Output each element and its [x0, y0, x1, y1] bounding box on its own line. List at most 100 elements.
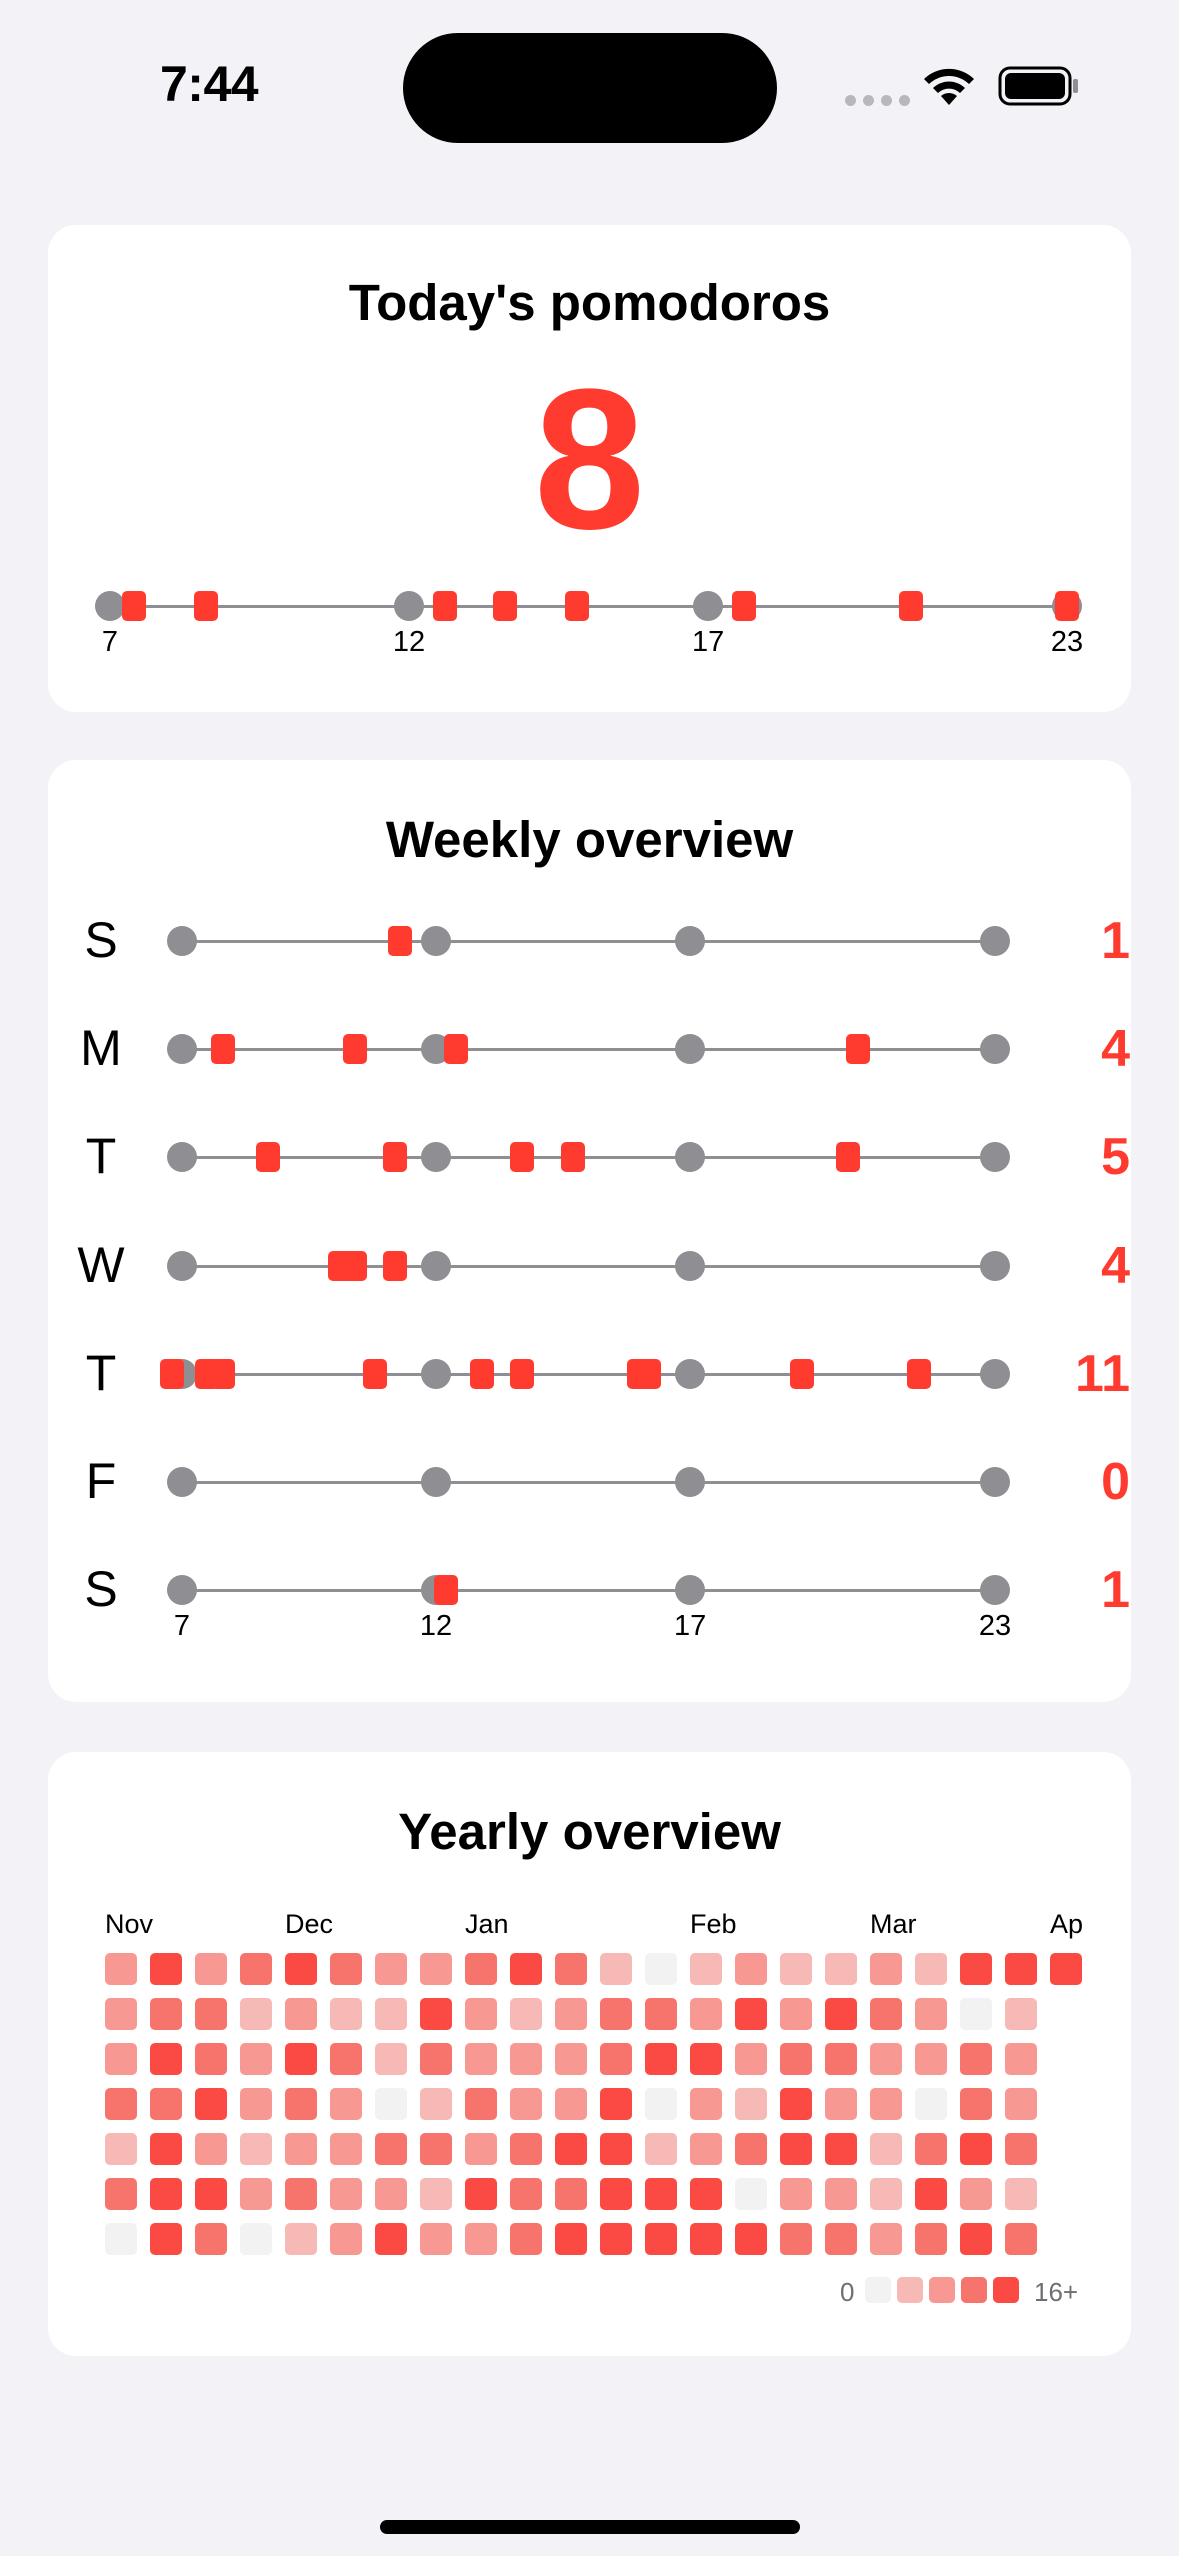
heatmap-cell	[420, 1998, 452, 2030]
yearly-card: Yearly overview Nov Dec Jan Feb Mar Ap 0 16+	[48, 1752, 1131, 2356]
heatmap-cell	[555, 2133, 587, 2165]
tick-label: 17	[673, 1610, 707, 1643]
heatmap-cell	[150, 1953, 182, 1985]
heatmap-cell	[375, 1998, 407, 2030]
heatmap-cell	[780, 1998, 812, 2030]
heatmap-cell	[510, 2178, 542, 2210]
heatmap-cell	[645, 1998, 677, 2030]
day-count: 1	[1101, 1561, 1130, 1620]
heatmap-cell	[600, 1998, 632, 2030]
today-timeline: 7 12 17 23	[48, 225, 1131, 712]
heatmap-cell	[330, 1998, 362, 2030]
heatmap-cell	[105, 2223, 137, 2255]
heatmap-cell	[870, 1998, 902, 2030]
heatmap-cell	[1005, 2223, 1037, 2255]
heatmap-cell	[960, 2088, 992, 2120]
yearly-heatmap: Nov Dec Jan Feb Mar Ap	[48, 1752, 1131, 2356]
heatmap-cell	[1005, 2088, 1037, 2120]
heatmap-cell	[285, 1998, 317, 2030]
heatmap-cell	[510, 2043, 542, 2075]
heatmap-cell	[420, 2043, 452, 2075]
heatmap-cell	[600, 2043, 632, 2075]
heatmap-cell	[645, 2178, 677, 2210]
heatmap-cell	[735, 2043, 767, 2075]
heatmap-cell	[600, 1953, 632, 1985]
heatmap-cell	[105, 2043, 137, 2075]
tick-label: 23	[978, 1610, 1012, 1643]
hour-marker	[980, 1034, 1010, 1065]
pomodoro-marker	[210, 1358, 235, 1389]
hour-marker	[167, 1250, 197, 1281]
heatmap-cell	[375, 2043, 407, 2075]
hour-marker	[980, 926, 1010, 956]
heatmap-cell	[915, 2223, 947, 2255]
day-timeline-line	[182, 940, 995, 943]
heatmap-cell	[195, 2133, 227, 2165]
hour-marker	[980, 1467, 1010, 1497]
pomodoro-marker	[383, 1250, 408, 1281]
day-count: 4	[1101, 1236, 1130, 1295]
heatmap-cell	[330, 2223, 362, 2255]
yearly-title: Yearly overview	[398, 1803, 781, 1860]
pomodoro-marker	[899, 591, 924, 621]
heatmap-cell	[780, 2133, 812, 2165]
heatmap-cell	[105, 1953, 137, 1985]
hour-marker	[421, 1142, 452, 1173]
heatmap-cell	[870, 2043, 902, 2075]
hour-marker	[421, 1358, 452, 1389]
heatmap-cell	[825, 2178, 857, 2210]
heatmap-cell	[735, 2088, 767, 2120]
hour-marker	[675, 1250, 706, 1281]
heatmap-cell	[285, 2043, 317, 2075]
heatmap-cell	[195, 1998, 227, 2030]
hour-marker	[95, 591, 125, 621]
heatmap-cell	[375, 2178, 407, 2210]
pomodoro-marker	[906, 1358, 931, 1389]
heatmap-cell	[330, 2178, 362, 2210]
heatmap-cell	[1005, 2178, 1037, 2210]
legend-swatch	[865, 2277, 891, 2303]
heatmap-cell	[1050, 1953, 1082, 1985]
heatmap-cell	[465, 2223, 497, 2255]
heatmap-cell	[1005, 1953, 1037, 1985]
heatmap-cell	[465, 2133, 497, 2165]
pomodoro-marker	[342, 1034, 367, 1065]
heatmap-cell	[780, 2043, 812, 2075]
pomodoro-marker	[732, 591, 756, 621]
day-timeline-line	[182, 1589, 995, 1593]
heatmap-cell	[825, 1953, 857, 1985]
hour-marker	[980, 1250, 1010, 1281]
heatmap-cell	[150, 1998, 182, 2030]
heatmap-cell	[690, 2133, 722, 2165]
day-timeline-line	[182, 1048, 995, 1052]
heatmap-cell	[195, 1953, 227, 1985]
heatmap-cell	[825, 2133, 857, 2165]
heatmap-cell	[780, 1953, 812, 1985]
heatmap-cell	[195, 2088, 227, 2120]
pomodoro-marker	[432, 591, 457, 621]
day-label: S	[84, 912, 118, 968]
heatmap-cell	[960, 1953, 992, 1985]
heatmap-cell	[195, 2043, 227, 2075]
heatmap-cell	[420, 2178, 452, 2210]
battery-icon	[998, 66, 1078, 106]
heatmap-cell	[915, 2088, 947, 2120]
heatmap-cell	[375, 1953, 407, 1985]
pomodoro-marker	[835, 1142, 860, 1173]
heatmap-cell	[1005, 2043, 1037, 2075]
heatmap-cell	[510, 2223, 542, 2255]
heatmap-cell	[510, 1953, 542, 1985]
month-label: Mar	[870, 1909, 917, 1939]
heatmap-cell	[330, 1953, 362, 1985]
heatmap-cell	[690, 2178, 722, 2210]
heatmap-cell	[285, 2178, 317, 2210]
hour-marker	[980, 1575, 1010, 1606]
hour-marker	[980, 1142, 1010, 1173]
heatmap-cell	[465, 2178, 497, 2210]
heatmap-cell	[195, 2178, 227, 2210]
heatmap-cell	[960, 2178, 992, 2210]
heatmap-cell	[195, 2223, 227, 2255]
heatmap-cell	[960, 1998, 992, 2030]
day-timeline-line	[182, 1372, 995, 1376]
heatmap-cell	[690, 1998, 722, 2030]
